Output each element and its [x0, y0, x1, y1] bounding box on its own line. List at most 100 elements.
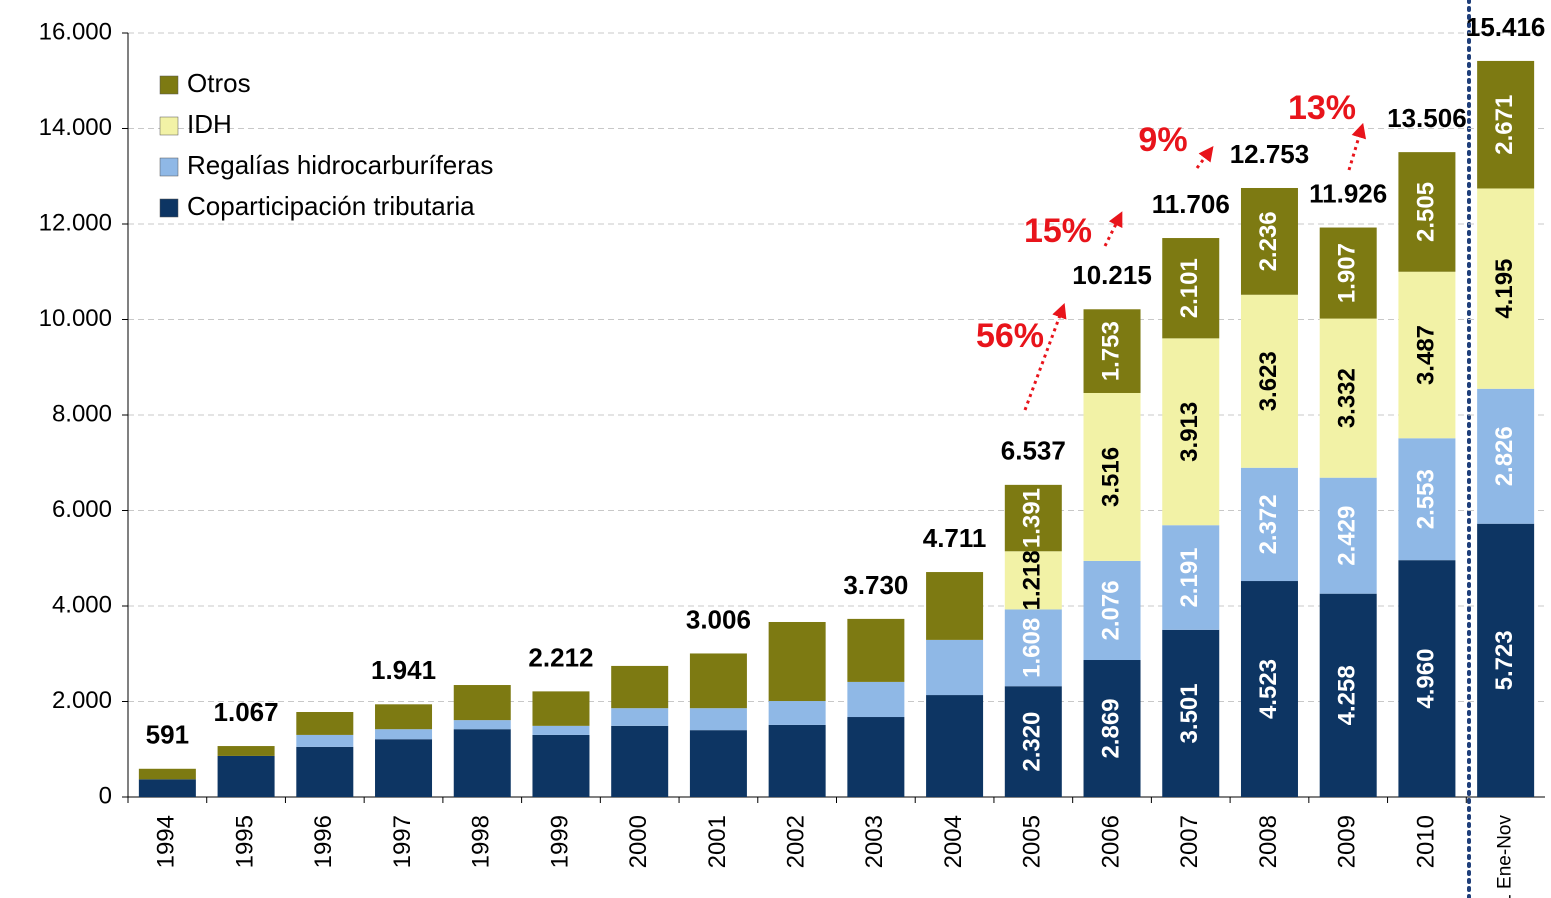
- total-label: 12.753: [1230, 139, 1310, 169]
- y-tick-label: 6.000: [52, 496, 112, 523]
- bar-segment: [1398, 560, 1456, 797]
- bar-segment: [1004, 686, 1062, 797]
- bar-segment: [138, 779, 196, 797]
- x-tick-label: 2009: [1334, 815, 1361, 868]
- segment-label: 4.258: [1334, 665, 1361, 725]
- x-tick-label: 2002: [782, 815, 809, 868]
- bar-segment: [453, 729, 511, 797]
- x-tick-label: 2006: [1097, 815, 1124, 868]
- bar-segment: [768, 724, 826, 797]
- x-tick-label: 1994: [153, 815, 180, 868]
- legend-swatch: [159, 116, 179, 136]
- legend-label: Regalías hidrocarburíferas: [187, 150, 493, 180]
- bar-segment: [847, 618, 905, 682]
- segment-label: 1.608: [1019, 618, 1046, 678]
- segment-label: 3.501: [1176, 683, 1203, 743]
- total-label: 4.711: [923, 523, 987, 553]
- total-label: 13.506: [1387, 103, 1467, 133]
- total-label: 10.215: [1072, 260, 1152, 290]
- x-tick-label: 1999: [546, 815, 573, 868]
- x-tick-label: 1995: [231, 815, 258, 868]
- x-tick-label: 2008: [1255, 815, 1282, 868]
- x-tick-label: 1997: [389, 815, 416, 868]
- segment-label: 1.907: [1334, 243, 1361, 303]
- bar-segment: [1083, 560, 1141, 661]
- y-tick-label: 12.000: [39, 209, 112, 236]
- bar-segment: [1083, 392, 1141, 561]
- growth-annotation: 13%: [1288, 89, 1356, 127]
- segment-label: 4.960: [1412, 649, 1439, 709]
- bar-segment: [1398, 152, 1456, 272]
- bar-segment: [532, 725, 590, 735]
- legend-swatch: [159, 198, 179, 218]
- bar-segment: [1004, 551, 1062, 610]
- total-label: 15.416: [1466, 12, 1546, 42]
- bar-segment: [1004, 484, 1062, 552]
- bar-segment: [1319, 593, 1377, 797]
- legend-label: IDH: [187, 109, 232, 139]
- bar-segment: [926, 695, 984, 797]
- segment-label: 2.076: [1097, 580, 1124, 640]
- growth-arrow: [1195, 146, 1214, 169]
- bar-segment: [768, 621, 826, 702]
- bar-segment: [611, 725, 669, 797]
- bar-segment: [375, 739, 433, 797]
- y-tick-label: 4.000: [52, 591, 112, 618]
- legend-label: Otros: [187, 68, 251, 98]
- bar-segment: [1319, 318, 1377, 478]
- growth-annotation: 15%: [1024, 212, 1092, 250]
- segment-label: 2.553: [1412, 469, 1439, 529]
- bar-segment: [611, 708, 669, 726]
- bar-segment: [1162, 629, 1220, 797]
- x-tick-label: 2005: [1019, 815, 1046, 868]
- x-tick-label: 2000: [625, 815, 652, 868]
- bar-segment: [1319, 227, 1377, 319]
- bar-segment: [1083, 309, 1141, 393]
- bar-segment: [532, 734, 590, 797]
- x-tick-label: 2007: [1176, 815, 1203, 868]
- x-tick-label: 2003: [861, 815, 888, 868]
- total-label: 3.006: [686, 604, 751, 634]
- bar-segment: [847, 681, 905, 718]
- segment-label: 5.723: [1491, 630, 1518, 690]
- total-label: 591: [146, 720, 189, 750]
- bar-segment: [926, 639, 984, 696]
- bar-segment: [689, 730, 747, 797]
- bar-segment: [1477, 188, 1535, 389]
- total-label: 1.941: [371, 655, 436, 685]
- legend-swatch: [159, 157, 179, 177]
- bar-segment: [689, 653, 747, 709]
- bar-segment: [375, 729, 433, 740]
- bar-segment: [768, 701, 826, 725]
- bar-segment: [217, 746, 275, 756]
- bar-segment: [1398, 271, 1456, 439]
- total-label: 6.537: [1001, 436, 1066, 466]
- x-tick-label: 2001: [704, 815, 731, 868]
- total-label: 11.926: [1309, 178, 1387, 208]
- bar-segment: [1240, 581, 1298, 797]
- segment-label: 4.523: [1255, 659, 1282, 719]
- legend-swatch: [159, 75, 179, 95]
- legend-label: Coparticipación tributaria: [187, 191, 475, 221]
- y-tick-label: 0: [99, 782, 112, 809]
- x-tick-label: 2011 Ene-Nov: [1495, 815, 1516, 898]
- x-tick-label: 1998: [468, 815, 495, 868]
- bar-segment: [1240, 187, 1298, 295]
- bar-segment: [453, 685, 511, 721]
- y-tick-label: 14.000: [39, 114, 112, 141]
- bar-segment: [1162, 525, 1220, 630]
- bar-segment: [1477, 388, 1535, 524]
- y-tick-label: 10.000: [39, 305, 112, 332]
- segment-label: 2.191: [1176, 547, 1203, 607]
- bar-segment: [453, 720, 511, 730]
- bar-segment: [532, 691, 590, 726]
- segment-label: 2.429: [1334, 506, 1361, 566]
- bar-segment: [138, 768, 196, 780]
- total-label: 2.212: [528, 642, 593, 672]
- bar-segment: [296, 734, 354, 747]
- bar-segment: [375, 704, 433, 730]
- bar-segment: [1477, 523, 1535, 797]
- growth-arrow: [1347, 122, 1367, 171]
- y-tick-label: 2.000: [52, 687, 112, 714]
- bar-segment: [689, 708, 747, 731]
